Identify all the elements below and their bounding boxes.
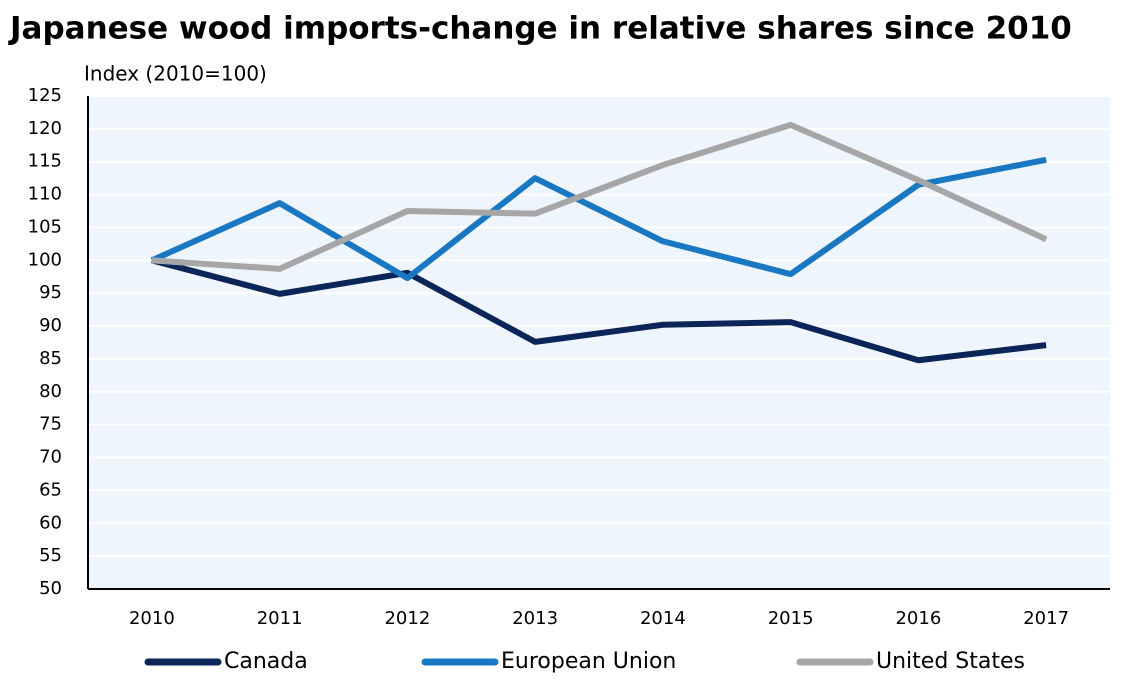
y-tick-label: 125 [28,85,62,106]
y-tick-label: 60 [39,512,62,533]
y-axis-label: Index (2010=100) [84,62,267,86]
y-tick-label: 120 [28,118,62,139]
plot-area [88,96,1110,589]
x-tick-label: 2015 [768,608,814,629]
y-tick-label: 80 [39,381,62,402]
legend-label: United States [876,649,1025,674]
y-tick-label: 105 [28,216,62,237]
y-tick-label: 55 [39,545,62,566]
x-tick-label: 2016 [895,608,941,629]
y-tick-label: 70 [39,447,62,468]
x-tick-label: 2010 [129,608,175,629]
x-tick-label: 2017 [1023,608,1069,629]
y-tick-label: 90 [39,315,62,336]
series-line [151,121,1048,272]
y-tick-label: 95 [39,282,62,303]
y-tick-label: 85 [39,348,62,369]
y-tick-label: 50 [39,578,62,599]
legend-label: Canada [224,649,308,674]
y-tick-label: 115 [28,151,62,172]
x-tick-label: 2011 [257,608,303,629]
series-line [151,257,1047,364]
y-tick-label: 100 [28,249,62,270]
x-tick-label: 2014 [640,608,686,629]
chart-title: Japanese wood imports-change in relative… [8,11,1072,47]
y-tick-label: 110 [28,184,62,205]
y-tick-label: 65 [39,479,62,500]
x-tick-label: 2013 [512,608,558,629]
legend-label: European Union [501,649,676,674]
x-tick-label: 2012 [384,608,430,629]
y-tick-label: 75 [39,414,62,435]
series-line [150,156,1047,282]
